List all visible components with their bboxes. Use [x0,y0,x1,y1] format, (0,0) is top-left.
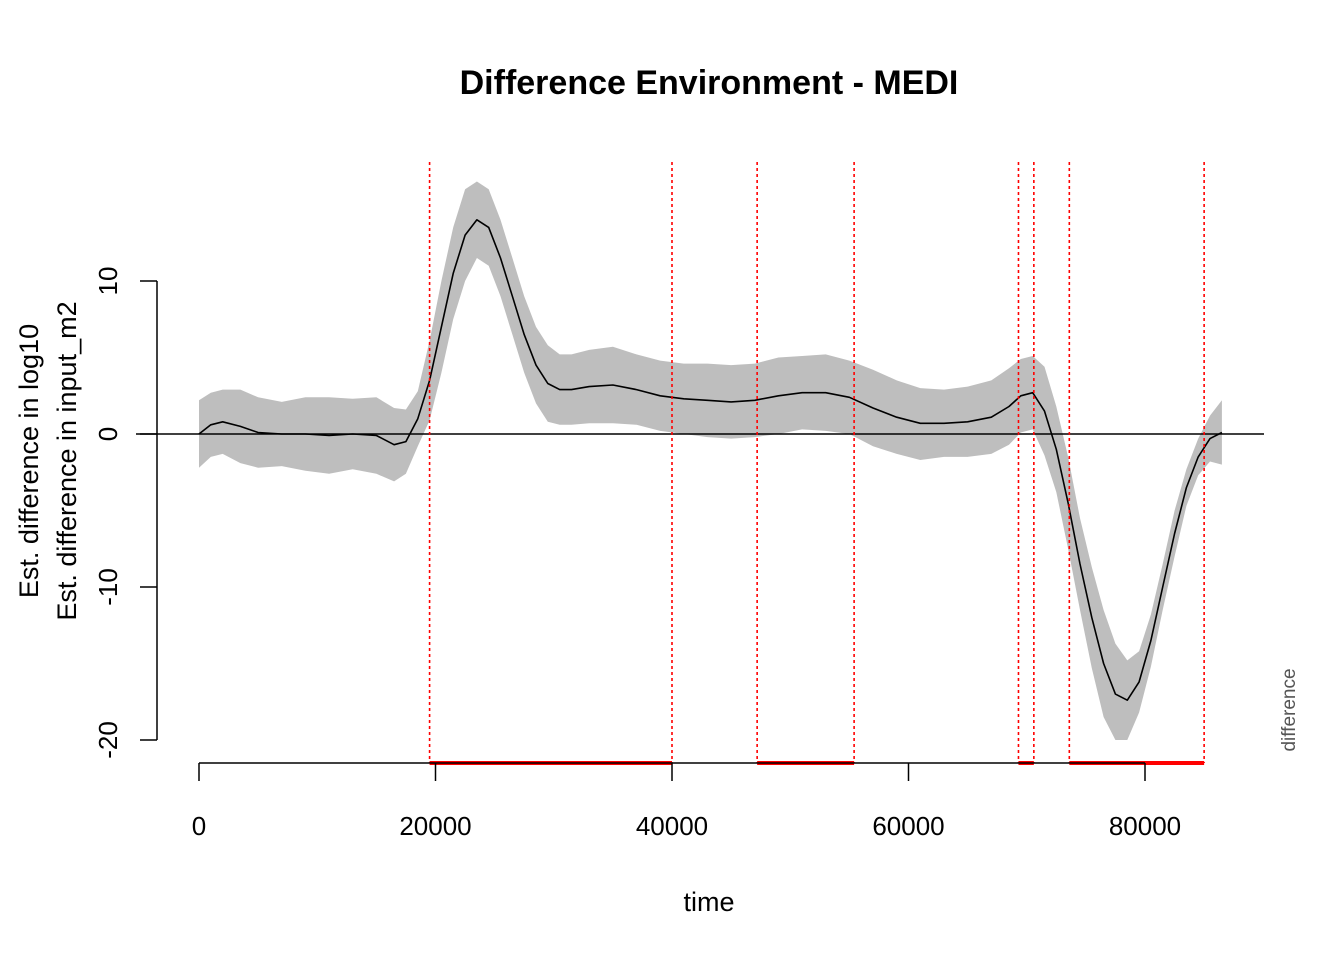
estimate-line [198,219,1223,702]
y-axis-label-line-2: Est. difference in input_m2 [52,301,82,620]
y-axis-label-line-1: Est. difference in log10 [14,324,44,598]
y-tick-label: -10 [93,568,123,606]
x-tick-label: 60000 [872,811,944,841]
x-axis-label: time [683,887,734,917]
line-layer [136,219,1264,702]
y-axis: -20 -10 0 10 [93,267,158,759]
x-tick-label: 0 [192,811,206,841]
y-tick-label: 0 [93,427,123,441]
x-tick-label: 20000 [399,811,471,841]
x-axis: 0 20000 40000 60000 80000 [192,762,1181,841]
significance-layer [428,162,1205,765]
y-tick-label: -20 [93,721,123,759]
x-tick-label: 80000 [1109,811,1181,841]
side-note-difference: difference [1279,668,1300,751]
confidence-band [199,181,1222,740]
x-tick-label: 40000 [636,811,708,841]
chart-title: Difference Environment - MEDI [460,64,959,102]
confidence-band-layer [199,181,1222,740]
y-tick-label: 10 [93,267,123,296]
